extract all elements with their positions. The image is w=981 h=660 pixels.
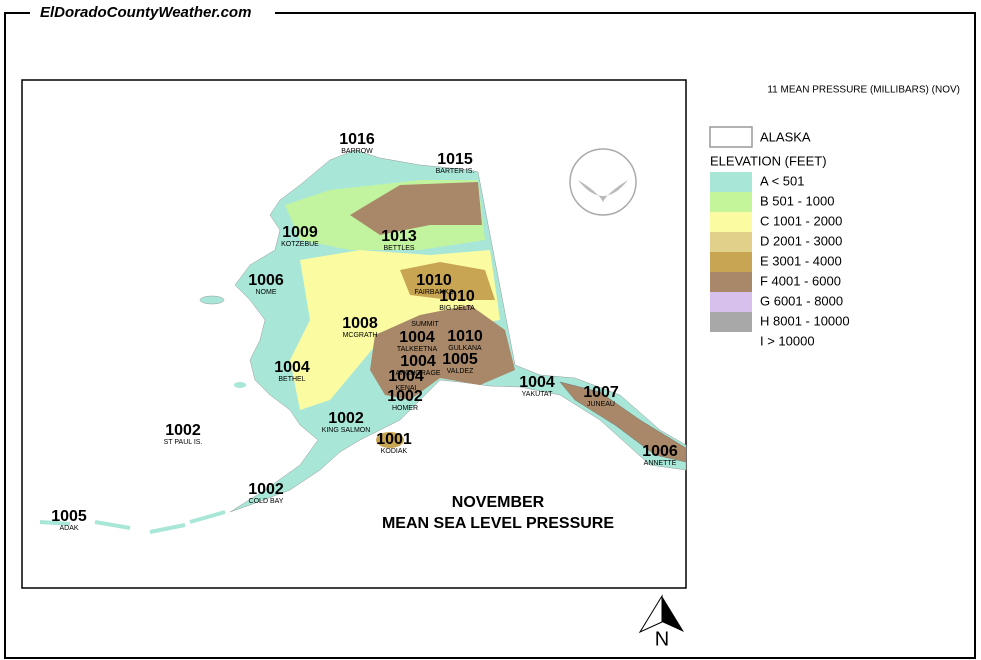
logo-circle xyxy=(569,148,637,216)
alaska-range xyxy=(370,305,515,400)
north-label: N xyxy=(655,628,669,650)
pressure-value: 1002 xyxy=(328,410,364,427)
legend: A < 501 B 501 - 1000 C 1001 - 2000 D 2001 -… xyxy=(710,172,850,348)
north-arrow: N xyxy=(638,594,684,650)
station-name: SUMMIT xyxy=(411,321,439,328)
outer-frame xyxy=(4,12,976,659)
legend-swatch xyxy=(710,232,752,252)
pressure-value: 1005 xyxy=(442,351,478,368)
pressure-value: 1004 xyxy=(519,374,555,391)
pressure-value: 1013 xyxy=(381,228,417,245)
pressure-value: 1010 xyxy=(439,288,475,305)
map-title: MEAN SEA LEVEL PRESSURE xyxy=(382,515,614,532)
station-name: GULKANA xyxy=(448,345,482,352)
boundary-swatch xyxy=(709,126,753,148)
legend-label: B 501 - 1000 xyxy=(760,193,834,208)
station-name: NOME xyxy=(256,289,277,296)
panhandle xyxy=(559,381,687,463)
st-lawrence-island xyxy=(199,295,225,305)
station-name: BETHEL xyxy=(278,376,305,383)
pressure-value: 1009 xyxy=(282,224,318,241)
station-name: BETTLES xyxy=(383,245,414,252)
pressure-value: 1006 xyxy=(642,443,678,460)
map-heading: 11 MEAN PRESSURE (MILLIBARS) (NOV) xyxy=(767,85,960,96)
station-name: ANNETTE xyxy=(644,460,677,467)
station-name: ANCHORAGE xyxy=(395,370,440,377)
pressure-value: 1001 xyxy=(376,431,412,448)
legend-label: D 2001 - 3000 xyxy=(760,233,842,248)
station-name: TALKEETNA xyxy=(397,346,438,353)
station-name: ST PAUL IS. xyxy=(164,439,203,446)
pressure-value: 1002 xyxy=(248,481,284,498)
pressure-value: 1004 xyxy=(400,353,436,370)
station-name: VALDEZ xyxy=(447,368,474,375)
legend-swatch xyxy=(710,252,752,272)
brooks-range xyxy=(350,182,482,235)
nunivak-island xyxy=(234,382,246,388)
legend-label: I > 10000 xyxy=(760,333,815,348)
arrow-right xyxy=(662,596,684,632)
pressure-value: 1010 xyxy=(416,272,452,289)
legend-swatch xyxy=(710,192,752,212)
legend-swatch xyxy=(710,172,752,192)
pressure-value: 1005 xyxy=(51,508,87,525)
legend-swatch xyxy=(710,312,752,332)
pressure-value: 1007 xyxy=(583,384,619,401)
pressure-value: 1004 xyxy=(388,368,424,385)
pressure-value: 1008 xyxy=(342,315,378,332)
station-name: KENAI xyxy=(395,385,416,392)
station-name: BIG DELTA xyxy=(439,305,475,312)
logo-bird xyxy=(578,180,628,202)
alaska-land xyxy=(39,149,687,534)
station-name: MCGRATH xyxy=(343,332,378,339)
arrow-left xyxy=(638,594,663,634)
pressure-value: 1002 xyxy=(387,388,423,405)
pressure-value: 1016 xyxy=(339,131,375,148)
legend-label: F 4001 - 6000 xyxy=(760,273,841,288)
station-name: HOMER xyxy=(392,405,418,412)
legend-label: A < 501 xyxy=(760,173,804,188)
station-name: YAKUTAT xyxy=(522,391,553,398)
legend-label: C 1001 - 2000 xyxy=(760,213,842,228)
kodiak-island xyxy=(376,432,404,448)
legend-swatch xyxy=(710,272,752,292)
station-name: KODIAK xyxy=(381,448,408,455)
pressure-value: 1006 xyxy=(248,272,284,289)
pressure-value: 1010 xyxy=(447,328,483,345)
legend-swatch xyxy=(710,292,752,312)
station-name: ADAK xyxy=(59,525,78,532)
legend-label: H 8001 - 10000 xyxy=(760,313,850,328)
pressure-value: 1004 xyxy=(399,329,435,346)
station-name: KING SALMON xyxy=(322,427,371,434)
station-name: FAIRBANKS xyxy=(414,289,454,296)
station-name: KOTZEBUE xyxy=(281,241,319,248)
map-title: NOVEMBER xyxy=(452,494,545,511)
aleutian-islands xyxy=(39,510,226,534)
pressure-value: 1002 xyxy=(165,422,201,439)
legend-swatch xyxy=(710,212,752,232)
noaa-logo xyxy=(569,148,637,216)
title-mask xyxy=(30,2,275,24)
station-name: JUNEAU xyxy=(587,401,615,408)
legend-label: E 3001 - 4000 xyxy=(760,253,842,268)
legend-title: ELEVATION (FEET) xyxy=(710,153,827,168)
interior-hills xyxy=(400,262,495,300)
pressure-value: 1004 xyxy=(274,359,310,376)
station-name: COLD BAY xyxy=(249,498,284,505)
pressure-value: 1015 xyxy=(437,151,473,168)
station-name: BARROW xyxy=(341,148,373,155)
site-name: ElDoradoCountyWeather.com xyxy=(40,4,251,21)
legend-label: G 6001 - 8000 xyxy=(760,293,843,308)
station-name: BARTER IS. xyxy=(436,168,475,175)
legend-boundary: ALASKA xyxy=(760,129,811,144)
